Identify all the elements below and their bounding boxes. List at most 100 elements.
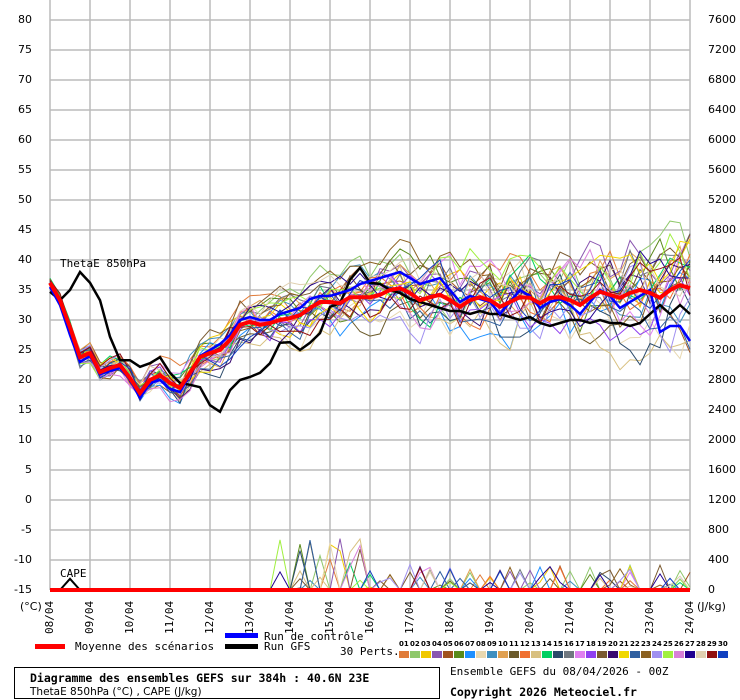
right-tick-label: 0 <box>708 583 715 596</box>
x-tick-label: 24/04 <box>683 600 696 634</box>
gfs-label: Run GFS <box>264 640 311 653</box>
perturbation-line-28 <box>49 257 691 386</box>
left-tick-label: 35 <box>18 283 32 296</box>
right-tick-label: 1600 <box>708 463 736 476</box>
thetae-annotation: ThetaE 850hPa <box>60 257 147 270</box>
pert-number: 30 <box>718 640 728 648</box>
pert-number: 11 <box>509 640 519 648</box>
perturbation-line-29 <box>49 256 691 394</box>
right-tick-label: 7200 <box>708 43 736 56</box>
right-tick-label: 2000 <box>708 433 736 446</box>
left-tick-label: 10 <box>18 433 32 446</box>
perturbation-line-24 <box>49 262 691 396</box>
x-tick-label: 12/04 <box>203 600 216 634</box>
right-tick-label: 800 <box>708 523 729 536</box>
left-tick-label: 30 <box>18 313 32 326</box>
x-tick-label: 11/04 <box>163 600 176 634</box>
left-tick-label: 55 <box>18 163 32 176</box>
pert-number: 28 <box>696 640 706 648</box>
chart-subtitle: ThetaE 850hPa (°C) , CAPE (J/kg) <box>30 686 202 698</box>
pert-number: 21 <box>619 640 629 648</box>
x-tick-label: 22/04 <box>603 600 616 634</box>
pert-number: 16 <box>564 640 574 648</box>
pert-number: 20 <box>608 640 618 648</box>
pert-swatch <box>399 651 409 658</box>
left-tick-label: 25 <box>18 343 32 356</box>
left-tick-label: 75 <box>18 43 32 56</box>
mean-thetae-line <box>48 281 691 397</box>
mean-label: Moyenne des scénarios <box>75 640 215 653</box>
perts-label: 30 Perts. <box>340 645 400 658</box>
right-tick-label: 2800 <box>708 373 736 386</box>
pert-number: 05 <box>443 640 453 648</box>
pert-swatch <box>630 651 640 658</box>
pert-swatch <box>707 651 717 658</box>
left-tick-label: 65 <box>18 103 32 116</box>
pert-swatch <box>674 651 684 658</box>
pert-number: 10 <box>498 640 508 648</box>
x-tick-label: 10/04 <box>123 600 136 634</box>
left-tick-label: 20 <box>18 373 32 386</box>
left-tick-label: 0 <box>25 493 32 506</box>
pert-swatch <box>443 651 453 658</box>
right-axis-unit: (J/kg) <box>697 600 726 613</box>
pert-number: 17 <box>575 640 585 648</box>
pert-swatch <box>685 651 695 658</box>
pert-number: 04 <box>432 640 442 648</box>
perturbation-line-8 <box>49 260 691 399</box>
pert-number: 18 <box>586 640 596 648</box>
left-axis-unit: (°C) <box>20 600 42 613</box>
left-tick-label: 45 <box>18 223 32 236</box>
control-label: Run de contrôle <box>264 630 364 643</box>
chart-title: Diagramme des ensembles GEFS sur 384h : … <box>30 671 370 685</box>
left-tick-label: 70 <box>18 73 32 86</box>
right-tick-label: 6000 <box>708 133 736 146</box>
pert-swatch <box>718 651 728 658</box>
pert-number: 14 <box>542 640 552 648</box>
left-tick-label: 80 <box>18 13 32 26</box>
pert-number: 06 <box>454 640 464 648</box>
pert-number: 26 <box>674 640 684 648</box>
x-tick-label: 23/04 <box>643 600 656 634</box>
right-tick-label: 1200 <box>708 493 736 506</box>
control-thetae-line <box>48 270 692 401</box>
pert-number: 22 <box>630 640 640 648</box>
pert-swatch <box>553 651 563 658</box>
x-tick-label: 20/04 <box>523 600 536 634</box>
pert-swatch <box>487 651 497 658</box>
pert-swatch <box>619 651 629 658</box>
left-tick-label: -5 <box>21 523 32 536</box>
left-tick-label: 5 <box>25 463 32 476</box>
pert-swatch <box>663 651 673 658</box>
x-tick-label: 19/04 <box>483 600 496 634</box>
pert-number: 19 <box>597 640 607 648</box>
right-tick-label: 4400 <box>708 253 736 266</box>
pert-number: 23 <box>641 640 651 648</box>
right-tick-label: 5600 <box>708 163 736 176</box>
left-tick-label: -15 <box>14 583 32 596</box>
pert-number: 13 <box>531 640 541 648</box>
x-tick-label: 18/04 <box>443 600 456 634</box>
left-tick-label: 60 <box>18 133 32 146</box>
pert-number: 15 <box>553 640 563 648</box>
pert-number: 25 <box>663 640 673 648</box>
pert-swatch <box>509 651 519 658</box>
right-tick-label: 2400 <box>708 403 736 416</box>
perturbation-line-5 <box>49 262 691 396</box>
left-tick-label: 15 <box>18 403 32 416</box>
run-info: Ensemble GEFS du 08/04/2026 - 00Z <box>450 665 669 678</box>
pert-swatch <box>597 651 607 658</box>
gfs-thetae-line <box>49 265 691 414</box>
pert-swatch <box>465 651 475 658</box>
pert-swatch <box>476 651 486 658</box>
control-swatch <box>225 633 258 638</box>
pert-number: 27 <box>685 640 695 648</box>
pert-swatch <box>498 651 508 658</box>
gfs-swatch <box>225 644 258 649</box>
pert-number: 03 <box>421 640 431 648</box>
pert-swatch <box>608 651 618 658</box>
right-tick-label: 4000 <box>708 283 736 296</box>
left-tick-label: -10 <box>14 553 32 566</box>
x-tick-label: 17/04 <box>403 600 416 634</box>
pert-number: 29 <box>707 640 717 648</box>
